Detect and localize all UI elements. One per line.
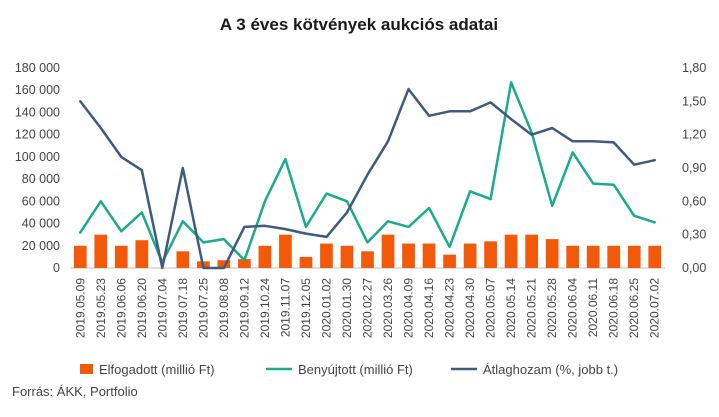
bar-elfogadott	[463, 243, 477, 268]
y-right-tick-label: 1,20	[682, 128, 706, 142]
legend-swatch	[80, 364, 93, 374]
bar-elfogadott	[627, 245, 641, 268]
y-left-tick-label: 80 000	[22, 172, 60, 186]
x-tick-label: 2020.06.25	[627, 278, 641, 338]
y-right-tick-label: 0,00	[682, 261, 706, 275]
bar-elfogadott	[422, 243, 436, 268]
line-benyujtott	[79, 81, 656, 264]
y-right-tick-label: 1,50	[682, 94, 706, 108]
bar-elfogadott	[361, 251, 374, 268]
x-tick-label: 2020.02.27	[361, 278, 375, 338]
x-tick-label: 2019.08.08	[217, 278, 231, 338]
bar-elfogadott	[484, 241, 497, 268]
bar-elfogadott	[586, 245, 600, 268]
legend-item-atlaghozam: Átlaghozam (%, jobb t.)	[451, 362, 618, 377]
y-left-tick-label: 120 000	[15, 128, 60, 142]
bar-elfogadott	[648, 245, 662, 268]
y-left-tick-label: 160 000	[15, 83, 60, 97]
x-tick-label: 2019.05.23	[94, 278, 108, 338]
x-tick-label: 2019.05.09	[73, 278, 87, 338]
y-right-tick-label: 0,30	[682, 228, 706, 242]
x-tick-label: 2020.06.04	[566, 278, 580, 338]
x-tick-label: 2019.11.07	[278, 278, 292, 337]
y-left-tick-label: 0	[53, 261, 60, 275]
bar-elfogadott	[238, 259, 251, 268]
bar-elfogadott	[320, 243, 333, 268]
x-tick-label: 2020.05.14	[504, 278, 518, 338]
x-tick-label: 2020.05.28	[545, 278, 559, 338]
x-tick-label: 2019.07.04	[155, 278, 169, 338]
legend-label: Benyújtott (millió Ft)	[298, 362, 413, 377]
y-left-tick-label: 60 000	[22, 194, 60, 208]
x-tick-label: 2019.06.20	[135, 278, 149, 338]
y-right-tick-label: 1,80	[682, 61, 706, 75]
legend-label: Elfogadott (millió Ft)	[99, 362, 215, 377]
x-tick-label: 2020.01.30	[340, 278, 354, 338]
x-tick-label: 2019.07.25	[196, 278, 210, 338]
legend-item-elfogadott: Elfogadott (millió Ft)	[80, 362, 215, 377]
line-atlaghozam	[79, 87, 656, 270]
bar-elfogadott	[279, 234, 292, 268]
plot-area: 0 20 000 40 000 60 000 80 000 100 000 120 000 1…	[15, 61, 707, 338]
bar-elfogadott	[504, 234, 518, 268]
y-left-tick-label: 40 000	[22, 217, 60, 231]
x-tick-label: 2020.01.02	[319, 278, 333, 338]
x-tick-label: 2020.04.09	[402, 278, 416, 338]
legend-item-benyujtott: Benyújtott (millió Ft)	[266, 362, 413, 377]
bar-elfogadott	[135, 240, 149, 268]
bar-elfogadott	[566, 245, 580, 268]
bar-elfogadott	[217, 260, 231, 268]
legend-label: Átlaghozam (%, jobb t.)	[483, 362, 618, 377]
x-tick-label: 2020.04.23	[443, 278, 457, 338]
x-tick-label: 2020.06.18	[607, 278, 621, 338]
x-tick-label: 2020.07.02	[648, 278, 662, 338]
bar-elfogadott	[340, 245, 354, 268]
bar-elfogadott	[402, 243, 415, 268]
source-note: Forrás: ÁKK, Portfolio	[12, 384, 138, 399]
bar-elfogadott	[381, 234, 395, 268]
x-tick-label: 2020.05.21	[525, 278, 539, 338]
x-tick-label: 2020.04.30	[463, 278, 477, 338]
x-tick-label: 2019.06.06	[114, 278, 128, 338]
y-left-tick-label: 20 000	[22, 239, 60, 253]
bar-elfogadott	[545, 239, 559, 268]
x-tick-label: 2020.05.07	[484, 278, 498, 338]
bar-elfogadott	[73, 245, 87, 268]
y-right-tick-label: 0,60	[682, 194, 706, 208]
x-tick-label: 2020.06.11	[586, 278, 600, 337]
bar-elfogadott	[114, 245, 128, 268]
bar-elfogadott	[258, 245, 272, 268]
bar-elfogadott	[525, 234, 538, 268]
x-tick-label: 2019.07.18	[176, 278, 190, 338]
x-tick-label: 2020.03.26	[381, 278, 395, 338]
bar-elfogadott	[299, 256, 313, 268]
chart-title: A 3 éves kötvények aukciós adatai	[220, 15, 498, 34]
x-tick-label: 2019.10.24	[258, 278, 272, 338]
x-tick-label: 2019.12.05	[299, 278, 313, 338]
y-left-tick-label: 180 000	[15, 61, 60, 75]
bar-elfogadott	[176, 251, 190, 268]
y-left-tick-label: 140 000	[15, 105, 60, 119]
bar-elfogadott	[443, 254, 456, 268]
x-tick-label: 2019.09.12	[237, 278, 251, 338]
legend: Elfogadott (millió Ft) Benyújtott (millió…	[80, 362, 618, 377]
bar-elfogadott	[94, 234, 108, 268]
x-tick-label: 2020.04.16	[422, 278, 436, 338]
bar-elfogadott	[607, 245, 621, 268]
y-left-tick-label: 100 000	[15, 150, 60, 164]
y-right-tick-label: 0,90	[682, 161, 706, 175]
